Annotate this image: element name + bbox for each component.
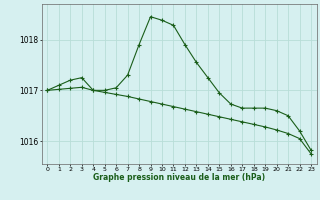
X-axis label: Graphe pression niveau de la mer (hPa): Graphe pression niveau de la mer (hPa) — [93, 173, 265, 182]
